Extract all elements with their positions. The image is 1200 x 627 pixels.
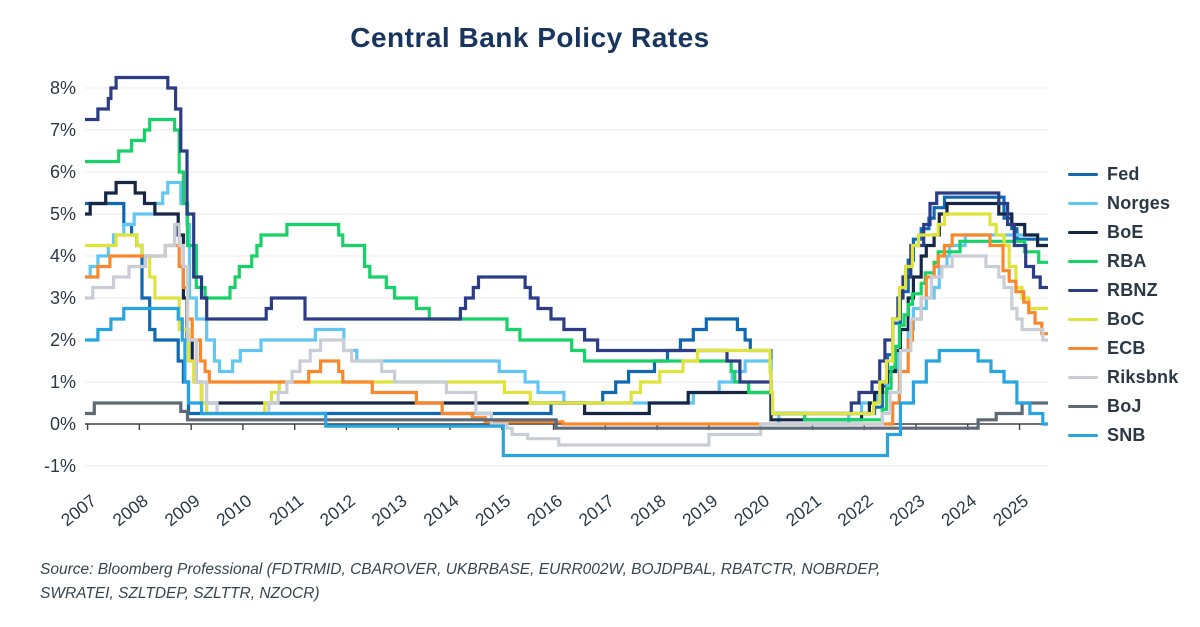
legend-label-boc: BoC (1107, 309, 1145, 329)
x-axis-label: 2010 (212, 490, 255, 530)
y-axis-label: -1% (44, 456, 76, 476)
legend-label-norges: Norges (1107, 193, 1171, 213)
legend-swatch-boc (1068, 317, 1098, 322)
legend-swatch-riksbnk (1068, 375, 1098, 380)
x-axis-label: 2023 (885, 490, 928, 530)
legend-swatch-rba (1068, 259, 1098, 264)
source-line-2: SWRATEI, SZLTDEP, SZLTTR, NZOCR) (40, 585, 320, 603)
y-axis-label: 4% (50, 246, 76, 266)
legend-swatch-fed (1068, 172, 1098, 177)
legend-swatch-norges (1068, 201, 1098, 206)
legend-swatch-boj (1068, 404, 1098, 409)
legend-swatch-snb (1068, 433, 1098, 438)
legend-item-fed: Fed (1068, 160, 1178, 189)
x-axis-label: 2016 (523, 490, 566, 530)
series-line-snb (85, 306, 1048, 458)
legend-label-riksbnk: Riksbnk (1107, 367, 1179, 387)
x-axis-label: 2015 (471, 490, 514, 530)
legend-swatch-rbnz (1068, 288, 1098, 293)
x-axis-label: 2007 (57, 490, 100, 530)
x-axis-label: 2019 (678, 490, 721, 530)
legend-item-snb: SNB (1068, 421, 1178, 450)
x-axis-label: 2021 (782, 490, 825, 530)
y-axis-label: 3% (50, 288, 76, 308)
series-line-boc (85, 212, 1048, 416)
x-axis-label: 2024 (937, 490, 980, 530)
x-axis-label: 2018 (627, 490, 670, 530)
source-note: Source: Bloomberg Professional (FDTRMID,… (40, 558, 1160, 606)
legend-label-ecb: ECB (1107, 338, 1146, 358)
y-axis-label: 1% (50, 372, 76, 392)
series-line-riksbnk (85, 222, 1048, 447)
legend-item-rbnz: RBNZ (1068, 276, 1178, 305)
series-line-norges (85, 180, 1048, 426)
series-line-rbnz (85, 75, 1048, 416)
y-axis-label: 0% (50, 414, 76, 434)
x-axis-label: 2012 (316, 490, 359, 530)
series-line-boj (85, 401, 1048, 430)
y-axis-label: 8% (50, 78, 76, 98)
legend-item-boe: BoE (1068, 218, 1178, 247)
x-axis-label: 2008 (109, 490, 152, 530)
x-axis-label: 2014 (419, 490, 462, 530)
series-line-boe (85, 180, 1048, 422)
x-axis-label: 2025 (989, 490, 1032, 530)
source-line-1: Source: Bloomberg Professional (FDTRMID,… (40, 561, 881, 578)
series-line-ecb (85, 233, 1048, 426)
legend-item-norges: Norges (1068, 189, 1178, 218)
legend-item-boj: BoJ (1068, 392, 1178, 421)
legend: Fed Norges BoE RBA RBNZ BoC ECB Riksbnk BoJ SNB (1068, 160, 1178, 450)
x-axis-label: 2017 (575, 490, 618, 530)
legend-label-boj: BoJ (1107, 396, 1142, 416)
legend-item-boc: BoC (1068, 305, 1178, 334)
legend-item-riksbnk: Riksbnk (1068, 363, 1178, 392)
legend-label-snb: SNB (1107, 425, 1146, 445)
y-axis-label: 2% (50, 330, 76, 350)
chart-title: Central Bank Policy Rates (350, 22, 710, 53)
x-axis-label: 2009 (161, 490, 204, 530)
x-axis-label: 2020 (730, 490, 773, 530)
legend-label-rba: RBA (1107, 251, 1147, 271)
legend-label-rbnz: RBNZ (1107, 280, 1158, 300)
legend-item-ecb: ECB (1068, 334, 1178, 363)
x-axis-label: 2011 (265, 490, 307, 529)
legend-label-boe: BoE (1107, 222, 1144, 242)
x-axis-label: 2022 (834, 490, 877, 530)
legend-swatch-boe (1068, 230, 1098, 235)
legend-item-rba: RBA (1068, 247, 1178, 276)
y-axis-label: 7% (50, 120, 76, 140)
legend-label-fed: Fed (1107, 164, 1140, 184)
legend-swatch-ecb (1068, 346, 1098, 351)
series-line-rba (85, 117, 1048, 422)
x-axis-label: 2013 (368, 490, 411, 530)
series-line-fed (85, 195, 1048, 416)
y-axis-label: 5% (50, 204, 76, 224)
y-axis-label: 6% (50, 162, 76, 182)
